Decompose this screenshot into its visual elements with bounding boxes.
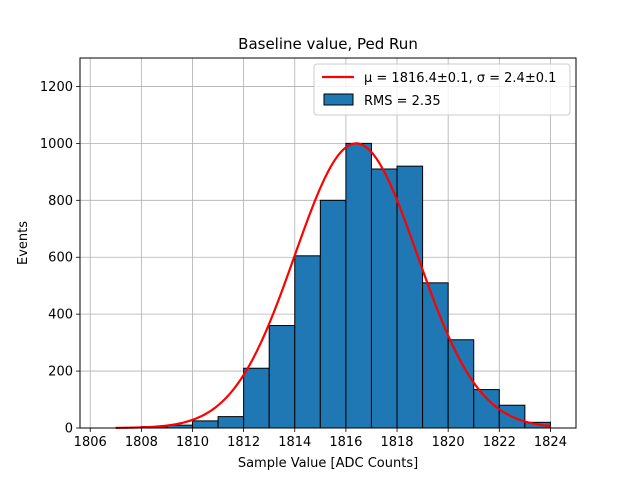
x-tick-label: 1818 [380,435,413,450]
x-tick-label: 1816 [329,435,362,450]
axis-ticks: 1806 1808 1810 1812 1814 1816 1818 1820 1822 1824… [40,80,567,450]
legend: μ = 1816.4±0.1, σ = 2.4±0.1 RMS = 2.35 [313,63,571,116]
histogram-bar [243,367,270,429]
histogram-bar [345,142,372,429]
y-tick-label: 200 [48,365,73,380]
x-tick-label: 1806 [74,435,107,450]
plot-frame [79,57,577,429]
legend-hist-label: RMS = 2.35 [364,94,441,109]
x-axis-label: Sample Value [ADC Counts] [238,456,418,471]
gaussian-fit-layer [115,142,551,429]
x-tick-label: 1808 [125,435,158,450]
histogram-bar [473,389,500,429]
histogram-bar [294,255,321,429]
histogram-bar [370,168,398,429]
y-axis-label: Events [16,221,31,265]
y-tick-label: 800 [48,194,73,209]
y-tick-label: 1200 [40,80,73,95]
histogram-bar [217,416,245,429]
x-tick-label: 1814 [278,435,311,450]
x-tick-label: 1824 [534,435,567,450]
y-tick-label: 1000 [40,137,73,152]
histogram-bar [319,199,347,429]
x-tick-label: 1820 [432,435,465,450]
legend-box [313,63,571,116]
x-tick-label: 1822 [483,435,516,450]
legend-hist-swatch [323,93,354,106]
histogram-bar [396,165,424,429]
x-tick-label: 1812 [227,435,260,450]
gaussian-fit-curve [115,142,551,429]
chart-title: Baseline value, Ped Run [238,35,418,53]
histogram-bars [115,142,551,429]
histogram-bar [268,325,296,429]
legend-fit-label: μ = 1816.4±0.1, σ = 2.4±0.1 [364,71,556,86]
x-tick-label: 1810 [176,435,209,450]
histogram-bar [447,339,475,429]
y-tick-label: 400 [48,308,73,323]
y-tick-label: 0 [65,422,73,437]
y-tick-label: 600 [48,251,73,266]
histogram-bar [191,420,219,429]
